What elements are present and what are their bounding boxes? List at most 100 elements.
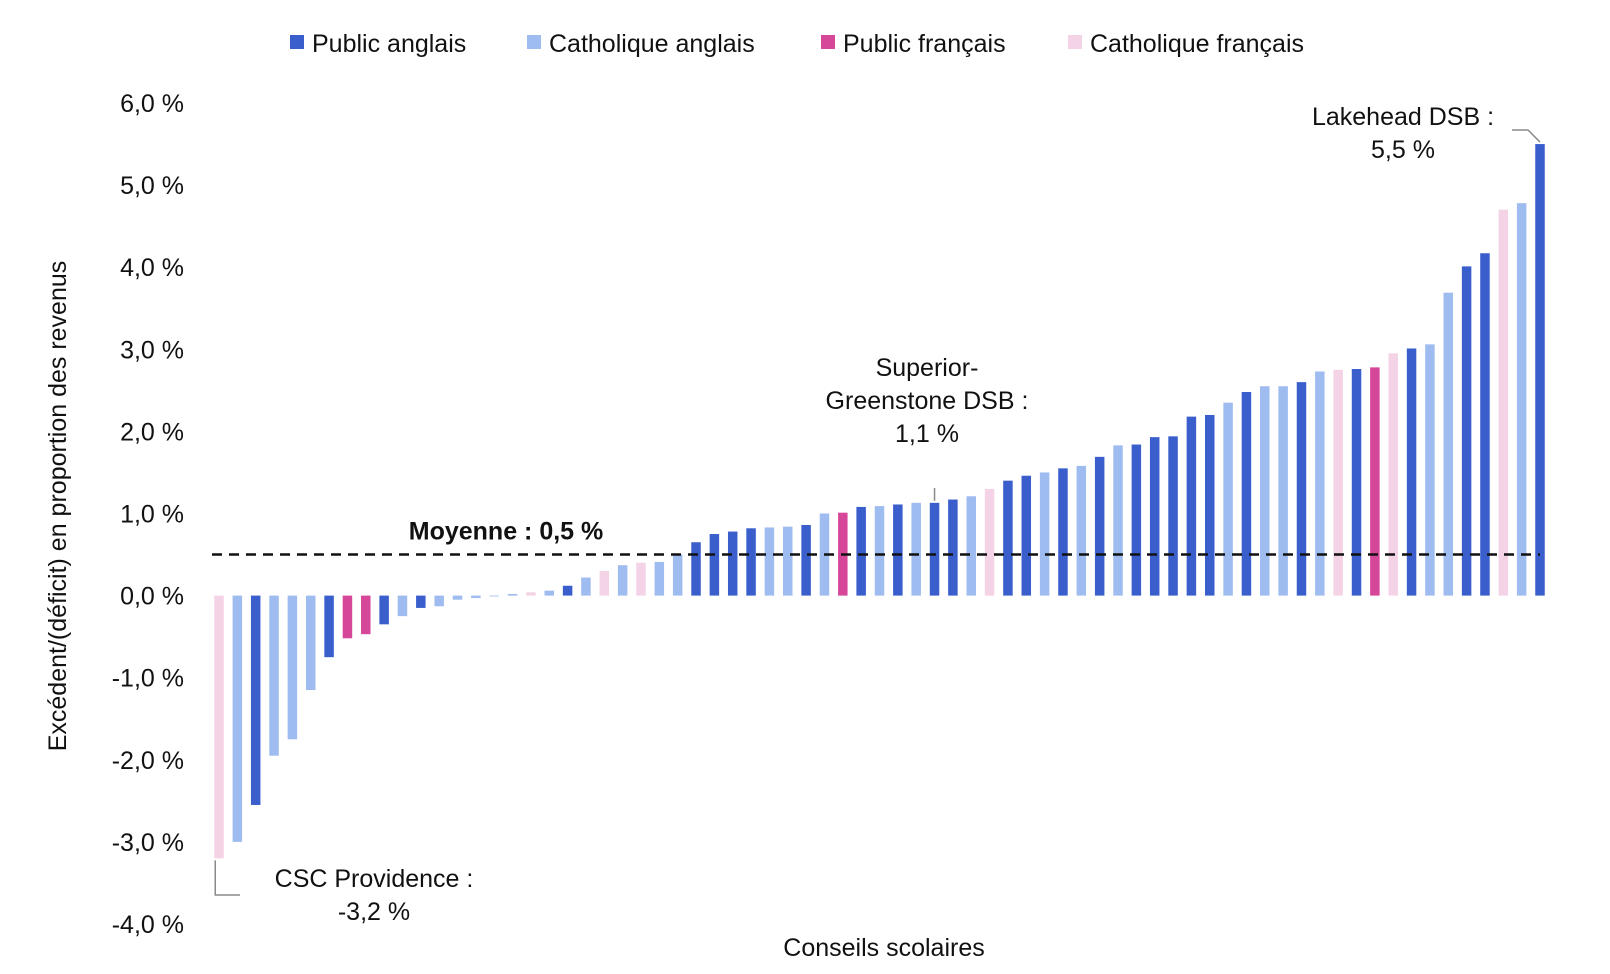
bar bbox=[1260, 386, 1270, 596]
bar bbox=[489, 595, 499, 597]
bar bbox=[929, 502, 940, 596]
bar bbox=[984, 488, 995, 596]
bar bbox=[250, 595, 261, 805]
bar bbox=[1149, 437, 1160, 596]
bar bbox=[1223, 402, 1233, 596]
annotation-label: -3,2 % bbox=[338, 898, 410, 926]
legend-swatch-pa bbox=[290, 35, 304, 49]
legend-label-ca: Catholique anglais bbox=[549, 30, 755, 58]
bar bbox=[526, 592, 536, 596]
bar bbox=[1241, 391, 1252, 596]
bar bbox=[801, 524, 811, 596]
annotation-label: CSC Providence : bbox=[275, 865, 474, 893]
bar bbox=[1094, 456, 1105, 596]
y-tick-label: -3,0 % bbox=[112, 829, 184, 857]
bar bbox=[874, 506, 885, 596]
bar bbox=[581, 577, 591, 596]
bar bbox=[1039, 472, 1050, 596]
bar bbox=[1388, 353, 1398, 596]
bar bbox=[452, 595, 463, 600]
bar bbox=[893, 504, 903, 596]
annotations: CSC Providence : -3,2 % Superior- Greenston… bbox=[214, 103, 1541, 926]
bar bbox=[342, 595, 353, 639]
legend: Public anglais Catholique anglais Public f… bbox=[290, 30, 1304, 58]
bar bbox=[709, 534, 720, 596]
bar bbox=[911, 502, 921, 596]
bar bbox=[232, 595, 243, 842]
bar bbox=[1480, 253, 1490, 596]
bar bbox=[599, 570, 610, 596]
bar bbox=[1296, 382, 1307, 596]
bar bbox=[1021, 475, 1032, 596]
bar bbox=[1461, 266, 1472, 596]
bar bbox=[672, 554, 683, 596]
bar bbox=[1351, 369, 1362, 596]
bar bbox=[783, 526, 793, 596]
bar bbox=[1076, 465, 1087, 596]
y-axis-ticks: 6,0 % 5,0 % 4,0 % 3,0 % 2,0 % 1,0 % 0,0 % -1,0 … bbox=[112, 90, 184, 939]
bar bbox=[1058, 468, 1068, 596]
bar bbox=[1315, 371, 1325, 596]
bar bbox=[1168, 436, 1178, 596]
y-tick-label: -4,0 % bbox=[112, 911, 184, 939]
bar bbox=[1443, 292, 1454, 596]
bar bbox=[1278, 386, 1288, 596]
annotation-label: Superior- bbox=[876, 354, 979, 382]
bar bbox=[1333, 369, 1343, 596]
bars bbox=[214, 144, 1545, 859]
bar bbox=[361, 595, 371, 635]
bar bbox=[287, 595, 298, 740]
bar bbox=[1205, 414, 1215, 596]
bar bbox=[654, 561, 665, 596]
bar bbox=[324, 595, 334, 658]
y-tick-label: 2,0 % bbox=[120, 418, 184, 446]
legend-swatch-cf bbox=[1068, 35, 1082, 49]
x-axis-title: Conseils scolaires bbox=[783, 934, 984, 962]
annotation-label: Lakehead DSB : bbox=[1312, 103, 1494, 131]
bar bbox=[1003, 480, 1013, 596]
y-tick-label: 3,0 % bbox=[120, 336, 184, 364]
bar bbox=[1425, 344, 1435, 596]
bar bbox=[1406, 348, 1417, 596]
y-tick-label: 4,0 % bbox=[120, 254, 184, 282]
bar bbox=[1498, 209, 1509, 596]
legend-label-pf: Public français bbox=[843, 30, 1006, 58]
bar bbox=[544, 590, 554, 596]
bar bbox=[379, 595, 389, 625]
y-tick-label: 1,0 % bbox=[120, 501, 184, 529]
bar bbox=[1535, 144, 1545, 596]
y-tick-label: 0,0 % bbox=[120, 583, 184, 611]
bar bbox=[471, 595, 481, 599]
bar bbox=[764, 527, 775, 596]
bar bbox=[1516, 203, 1527, 596]
bar bbox=[269, 595, 279, 756]
bar bbox=[305, 595, 316, 691]
legend-swatch-pf bbox=[821, 35, 835, 49]
annotation-label: 1,1 % bbox=[895, 420, 959, 448]
y-tick-label: 6,0 % bbox=[120, 90, 184, 118]
bar bbox=[1186, 416, 1197, 596]
annotation-leader bbox=[1512, 129, 1541, 143]
bar bbox=[562, 585, 573, 596]
average-label: Moyenne : 0,5 % bbox=[409, 518, 604, 546]
annotation-label: 5,5 % bbox=[1371, 136, 1435, 164]
bar bbox=[948, 499, 958, 596]
bar bbox=[1113, 445, 1123, 596]
legend-swatch-ca bbox=[527, 35, 541, 49]
annotation-leader bbox=[214, 860, 240, 896]
bar bbox=[727, 531, 738, 596]
bar bbox=[507, 593, 518, 596]
y-tick-label: -2,0 % bbox=[112, 747, 184, 775]
y-tick-label: -1,0 % bbox=[112, 665, 184, 693]
bar bbox=[746, 528, 756, 596]
bar bbox=[966, 496, 976, 596]
y-axis-title: Excédent/(déficit) en proportion des rev… bbox=[44, 261, 72, 752]
bar bbox=[214, 595, 224, 859]
legend-label-cf: Catholique français bbox=[1090, 30, 1304, 58]
legend-label-pa: Public anglais bbox=[312, 30, 466, 58]
y-tick-label: 5,0 % bbox=[120, 172, 184, 200]
bar bbox=[1370, 367, 1380, 596]
bar bbox=[617, 565, 628, 596]
bar bbox=[397, 595, 408, 617]
